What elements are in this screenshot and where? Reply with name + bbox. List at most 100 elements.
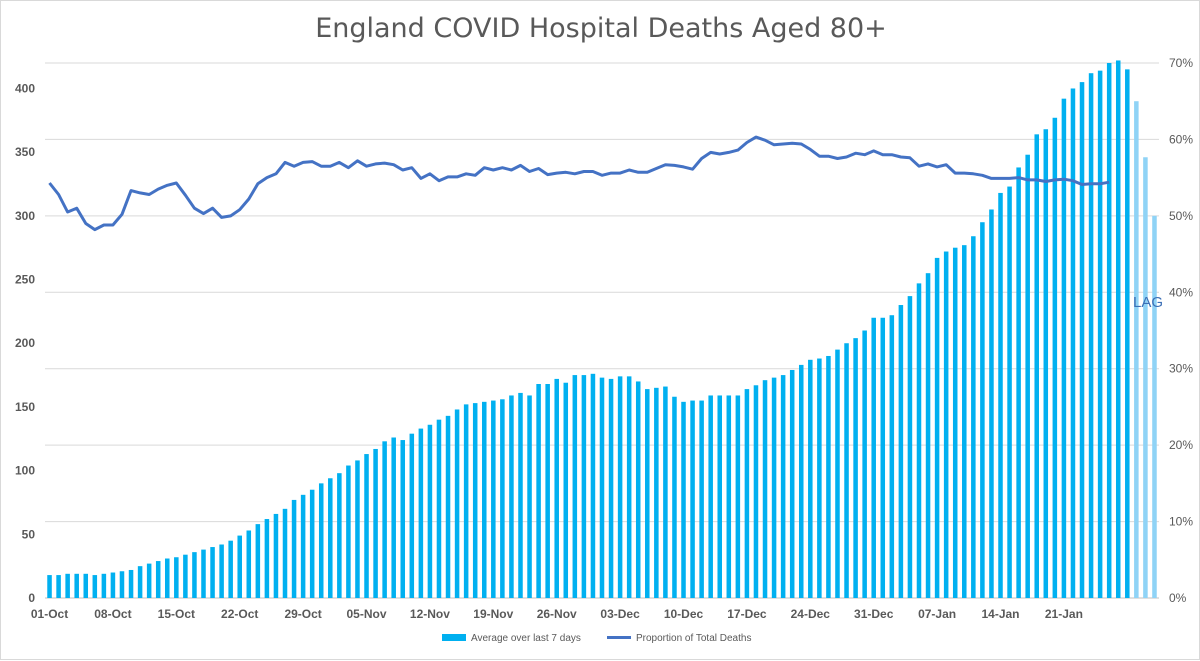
x-tick-label: 03-Dec xyxy=(600,607,640,621)
bar xyxy=(155,561,161,598)
bar xyxy=(780,375,786,598)
x-tick-label: 21-Jan xyxy=(1045,607,1083,621)
x-tick-label: 12-Nov xyxy=(410,607,450,621)
bar xyxy=(1134,101,1139,598)
bar xyxy=(971,236,976,598)
bar xyxy=(862,330,867,598)
x-tick-label: 05-Nov xyxy=(347,607,387,621)
bar xyxy=(92,575,98,598)
bar xyxy=(382,441,387,598)
bar xyxy=(491,400,496,598)
bar xyxy=(1025,154,1030,598)
lag-annotation: LAG xyxy=(1133,294,1163,311)
x-tick-label: 10-Dec xyxy=(664,607,704,621)
bar xyxy=(355,460,360,598)
bar xyxy=(735,395,741,598)
y-right-tick-label: 60% xyxy=(1169,132,1193,146)
bar xyxy=(509,395,514,598)
bar xyxy=(980,222,985,598)
bar xyxy=(590,373,596,598)
bar xyxy=(1079,82,1085,599)
y-right-tick-label: 50% xyxy=(1169,209,1193,223)
bar xyxy=(1115,60,1121,598)
bar xyxy=(744,389,750,598)
bar xyxy=(1034,134,1039,599)
bar xyxy=(563,382,569,598)
bar xyxy=(174,557,179,598)
bar xyxy=(427,424,433,598)
bar xyxy=(798,364,804,598)
bar xyxy=(545,384,550,598)
bar xyxy=(418,428,424,598)
bar xyxy=(943,251,949,598)
bar xyxy=(101,573,107,598)
bar xyxy=(74,573,79,598)
legend-swatch-bars xyxy=(442,634,466,641)
x-tick-label: 15-Oct xyxy=(158,607,195,621)
bar xyxy=(481,401,487,598)
bar xyxy=(989,209,994,598)
bar xyxy=(1061,98,1067,599)
x-tick-label: 24-Dec xyxy=(791,607,831,621)
bar xyxy=(916,283,922,598)
x-tick-label: 14-Jan xyxy=(981,607,1019,621)
bar xyxy=(165,558,170,598)
bar xyxy=(83,573,89,598)
y-left-tick-label: 50 xyxy=(22,527,36,541)
bar xyxy=(599,377,605,598)
y-right-tick-label: 40% xyxy=(1169,285,1193,299)
bar xyxy=(645,389,650,598)
bar xyxy=(1052,117,1058,599)
y-right-tick-label: 70% xyxy=(1169,56,1193,70)
bar xyxy=(681,401,686,598)
y-right-tick-label: 30% xyxy=(1169,362,1193,376)
y-left-tick-label: 100 xyxy=(15,464,35,478)
legend-label-bars: Average over last 7 days xyxy=(471,633,581,644)
bar xyxy=(364,454,369,598)
bar xyxy=(500,399,505,598)
bar xyxy=(952,247,958,598)
bar xyxy=(726,395,732,598)
bar xyxy=(463,404,469,598)
bar xyxy=(328,478,333,598)
bar xyxy=(536,384,541,598)
bar xyxy=(789,369,795,598)
bar xyxy=(183,554,188,598)
bar xyxy=(699,400,704,598)
bar xyxy=(472,403,478,598)
bar xyxy=(246,530,252,598)
bar xyxy=(808,359,813,598)
bar xyxy=(527,395,532,598)
bar xyxy=(454,409,460,598)
bar xyxy=(663,386,668,598)
bar xyxy=(445,415,451,598)
proportion-line xyxy=(48,135,1110,232)
bar xyxy=(1106,63,1112,598)
bar xyxy=(554,378,559,598)
y-left-tick-label: 150 xyxy=(15,400,35,414)
x-tick-label: 19-Nov xyxy=(473,607,513,621)
y-left-tick-label: 250 xyxy=(15,273,35,287)
y-left-tick-label: 0 xyxy=(28,591,35,605)
bar xyxy=(65,573,70,598)
bar xyxy=(219,544,224,598)
bar xyxy=(391,437,396,598)
bar xyxy=(47,575,52,598)
bar xyxy=(273,513,279,598)
x-tick-label: 08-Oct xyxy=(94,607,131,621)
bar xyxy=(373,448,378,598)
y-left-tick-label: 400 xyxy=(15,81,35,95)
bar xyxy=(309,489,315,598)
bar xyxy=(853,338,858,598)
bar xyxy=(962,245,967,598)
bar xyxy=(210,547,215,598)
bar xyxy=(898,305,904,598)
bar xyxy=(817,358,822,598)
x-tick-label: 29-Oct xyxy=(284,607,321,621)
bar xyxy=(572,375,578,598)
bar xyxy=(192,552,197,598)
bar xyxy=(201,549,206,598)
bar xyxy=(871,317,876,598)
bar xyxy=(907,296,913,598)
